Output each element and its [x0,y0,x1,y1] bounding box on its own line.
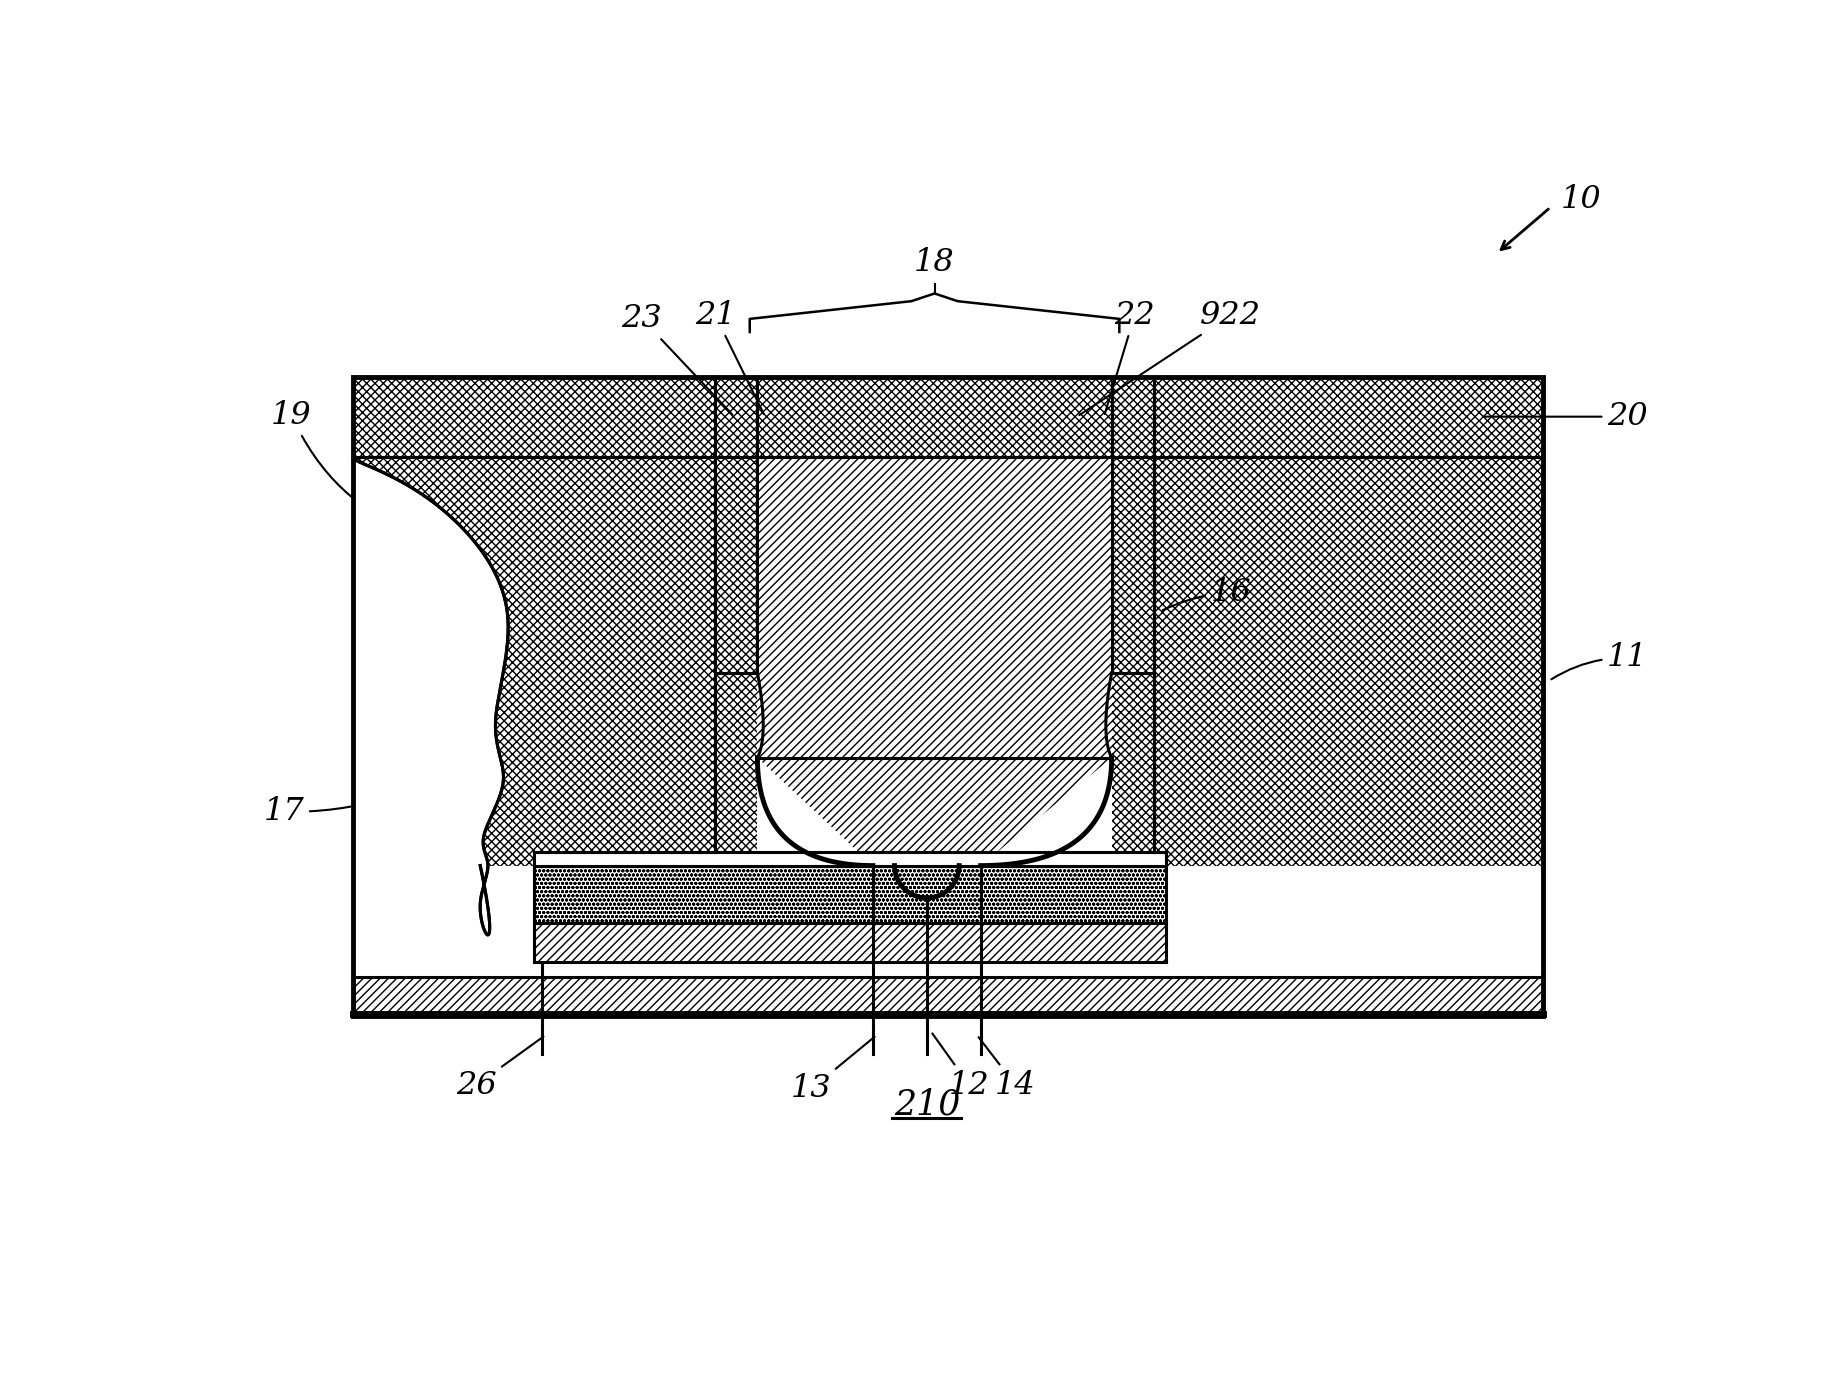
Text: 11: 11 [1552,642,1649,679]
Bar [354,376,1542,1015]
Polygon shape [1111,673,1154,758]
Bar [715,458,757,866]
Polygon shape [757,758,1111,866]
Polygon shape [354,458,508,934]
Text: 23: 23 [622,304,732,415]
Text: 26: 26 [457,1036,543,1101]
Bar [354,458,715,866]
Text: 22: 22 [1104,300,1155,414]
Bar [354,962,1542,977]
Text: 20: 20 [1484,401,1649,433]
Bar [1111,458,1154,866]
Bar [354,977,1542,1015]
Text: 10: 10 [1561,184,1601,214]
Bar [1154,458,1542,866]
Bar [354,376,1542,458]
Text: 922: 922 [1078,300,1262,415]
Bar [534,852,1166,866]
Bar [354,376,1542,1015]
Text: 12: 12 [932,1033,990,1101]
Text: 16: 16 [1163,577,1251,610]
Text: 210: 210 [893,1087,959,1121]
Text: 14: 14 [979,1037,1036,1101]
Bar [757,458,1111,758]
Text: 13: 13 [790,1037,875,1105]
Text: 21: 21 [695,300,765,414]
Text: 18: 18 [913,247,956,278]
Text: 19: 19 [271,400,442,541]
Bar [534,923,1166,962]
Text: 17: 17 [264,790,413,827]
Bar [534,866,1166,923]
Polygon shape [715,673,757,758]
